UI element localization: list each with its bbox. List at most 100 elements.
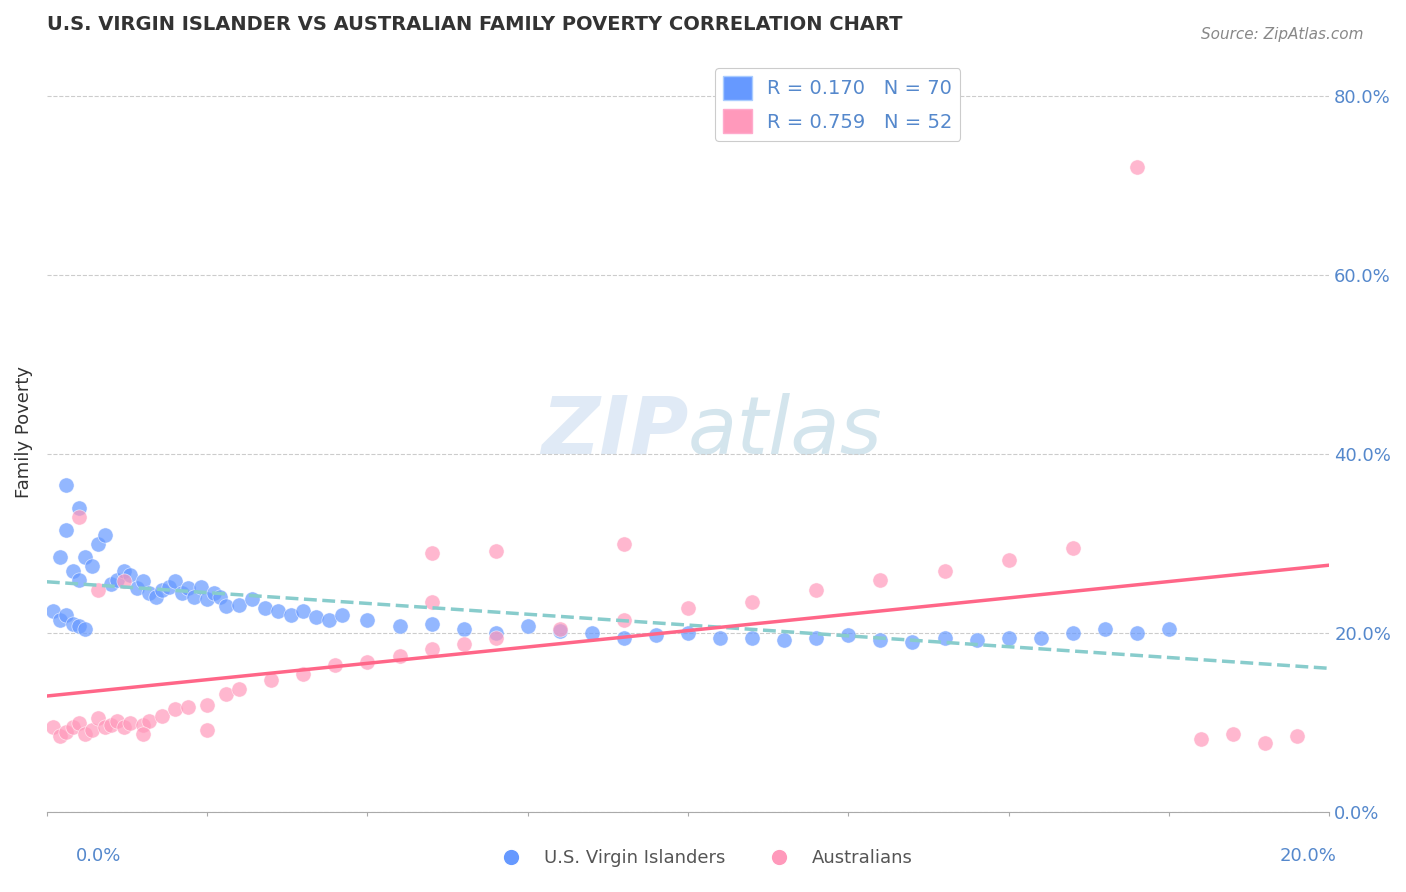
Point — [67, 500, 90, 515]
Point — [67, 573, 90, 587]
Point — [1157, 622, 1180, 636]
Point — [806, 583, 828, 598]
Point — [132, 726, 155, 740]
Point — [80, 723, 103, 737]
Point — [93, 720, 115, 734]
Point — [112, 720, 135, 734]
Point — [67, 619, 90, 633]
Point — [485, 626, 508, 640]
Point — [305, 610, 328, 624]
Point — [190, 580, 212, 594]
Point — [228, 681, 250, 696]
Point — [330, 608, 353, 623]
Point — [1094, 622, 1116, 636]
Point — [837, 628, 859, 642]
Point — [292, 666, 315, 681]
Point — [42, 604, 65, 618]
Point — [1029, 631, 1052, 645]
Point — [75, 550, 97, 565]
Point — [107, 714, 129, 728]
Point — [356, 613, 378, 627]
Point — [87, 583, 110, 598]
Point — [388, 619, 411, 633]
Point — [55, 724, 77, 739]
Point — [120, 715, 142, 730]
Point — [1222, 726, 1244, 740]
Text: Source: ZipAtlas.com: Source: ZipAtlas.com — [1201, 27, 1364, 42]
Y-axis label: Family Poverty: Family Poverty — [15, 366, 32, 498]
Point — [741, 631, 763, 645]
Point — [548, 622, 571, 636]
Point — [997, 553, 1019, 567]
Point — [516, 619, 538, 633]
Point — [806, 631, 828, 645]
Point — [107, 573, 129, 587]
Point — [100, 577, 122, 591]
Point — [420, 642, 443, 657]
Point — [48, 550, 70, 565]
Text: ZIP: ZIP — [541, 392, 688, 471]
Point — [645, 628, 668, 642]
Point — [67, 715, 90, 730]
Point — [150, 708, 173, 723]
Point — [87, 711, 110, 725]
Point — [485, 631, 508, 645]
Point — [125, 582, 148, 596]
Point — [240, 592, 263, 607]
Text: 20.0%: 20.0% — [1279, 847, 1336, 865]
Point — [1126, 626, 1149, 640]
Point — [67, 509, 90, 524]
Point — [1189, 731, 1212, 746]
Point — [934, 564, 956, 578]
Point — [292, 604, 315, 618]
Point — [966, 633, 988, 648]
Point — [55, 608, 77, 623]
Point — [93, 527, 115, 541]
Point — [1126, 161, 1149, 175]
Point — [1062, 541, 1084, 556]
Point — [138, 714, 160, 728]
Point — [145, 591, 167, 605]
Point — [75, 622, 97, 636]
Point — [62, 720, 84, 734]
Point — [195, 723, 218, 737]
Point — [195, 592, 218, 607]
Point — [150, 583, 173, 598]
Point — [42, 720, 65, 734]
Point — [676, 601, 699, 615]
Point — [1286, 729, 1309, 743]
Point — [55, 478, 77, 492]
Point — [215, 687, 238, 701]
Point — [548, 624, 571, 639]
Point — [253, 601, 276, 615]
Text: 0.0%: 0.0% — [76, 847, 121, 865]
Point — [773, 633, 796, 648]
Point — [100, 717, 122, 731]
Point — [208, 591, 231, 605]
Point — [112, 564, 135, 578]
Point — [453, 637, 475, 651]
Point — [177, 582, 200, 596]
Point — [997, 631, 1019, 645]
Point — [420, 595, 443, 609]
Point — [676, 626, 699, 640]
Point — [613, 631, 636, 645]
Point — [132, 717, 155, 731]
Point — [80, 559, 103, 574]
Point — [132, 574, 155, 589]
Point — [195, 698, 218, 712]
Point — [325, 657, 347, 672]
Point — [228, 598, 250, 612]
Point — [453, 622, 475, 636]
Point — [48, 729, 70, 743]
Point — [48, 613, 70, 627]
Point — [741, 595, 763, 609]
Point — [183, 591, 205, 605]
Point — [170, 586, 193, 600]
Point — [177, 699, 200, 714]
Point — [165, 702, 187, 716]
Point — [934, 631, 956, 645]
Point — [112, 574, 135, 589]
Point — [420, 546, 443, 560]
Point — [318, 613, 340, 627]
